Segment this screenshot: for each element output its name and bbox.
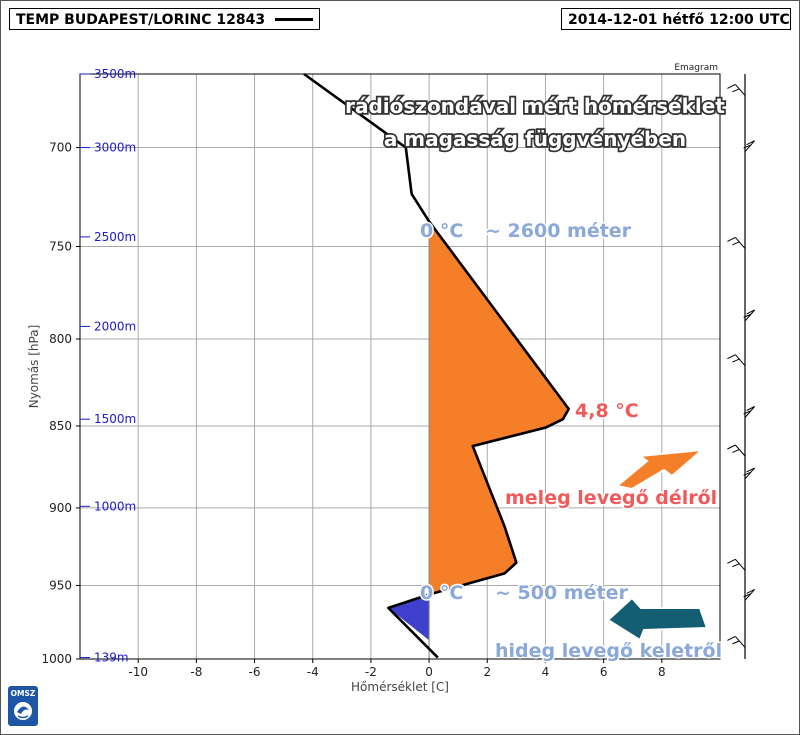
temperature-profile-line [303, 72, 571, 659]
height-label: 1000m [94, 499, 136, 513]
annotation-title-line1: rádiószondával mért hőmérséklet [345, 94, 725, 118]
legend-line-sample [275, 18, 313, 21]
wind-barb-flag [743, 471, 751, 476]
annotation-warm-air: meleg levegő délről [505, 487, 717, 509]
wind-barb-flag [743, 593, 751, 598]
datetime-label: 2014-12-01 hétfő 12:00 UTC [568, 12, 790, 28]
plot-background [80, 74, 720, 659]
wind-barb-shaft [744, 406, 755, 418]
station-title-box: TEMP BUDAPEST/LORINC 12843 [9, 8, 320, 30]
wind-barb-flag [727, 444, 736, 450]
wind-barb [743, 467, 755, 480]
x-tick-label: 8 [658, 665, 666, 679]
wind-barb-flag [746, 309, 755, 315]
x-tick-label: -6 [249, 665, 261, 679]
x-tick-label: -10 [128, 665, 148, 679]
annotation-title-line2: a magasság függvényében [384, 127, 686, 151]
x-tick-label: 6 [600, 665, 608, 679]
x-tick-label: -8 [190, 665, 202, 679]
chart-title: Emagram [674, 63, 718, 73]
annotation-cold-air: hideg levegő keletről [495, 640, 722, 662]
wind-barb [743, 140, 755, 152]
wind-barb-flag [732, 88, 740, 93]
y-tick-label: 750 [49, 239, 72, 253]
y-tick-label: 850 [49, 419, 72, 433]
wind-barb [727, 444, 746, 457]
y-tick-label: 950 [49, 578, 72, 592]
height-label: 3500m [94, 67, 136, 81]
annotation-zero-lower-height: ~ 500 méter [495, 582, 628, 604]
annotation-zero-upper-height: ~ 2600 méter [485, 220, 632, 242]
wind-barb-flag [743, 410, 751, 415]
y-tick-label: 800 [49, 332, 72, 346]
height-label: 2500m [94, 230, 136, 244]
wind-barb-flag [727, 354, 736, 360]
wind-barb-flag [727, 236, 736, 242]
y-tick-label: 900 [49, 501, 72, 515]
wind-barb-shaft [744, 140, 755, 152]
wind-barb-flag [732, 241, 740, 246]
wind-barb-shaft [735, 636, 746, 648]
wind-barb [727, 558, 746, 571]
wind-barb [727, 354, 746, 366]
wind-barb-flag [732, 358, 740, 363]
wind-barb-shaft [744, 467, 755, 480]
annotation-zero-lower: 0 °C [420, 582, 463, 604]
wind-barb-flag [746, 406, 755, 411]
datetime-box: 2014-12-01 hétfő 12:00 UTC [561, 8, 791, 30]
height-label: 3000m [94, 141, 136, 155]
x-tick-label: -2 [365, 665, 377, 679]
y-tick-label: 1000 [41, 652, 72, 666]
wind-barb-flag [743, 313, 751, 318]
height-label: 139m [94, 651, 129, 665]
wind-barb-flag [727, 636, 736, 641]
wind-barb-flag [727, 558, 736, 564]
wind-barb [743, 406, 755, 418]
warm-air-arrow-icon [614, 448, 706, 491]
y-tick-label: 700 [49, 141, 72, 155]
wind-barb-flag [732, 640, 740, 645]
wind-barb-flag [743, 144, 751, 149]
wind-barb-shaft [735, 237, 746, 249]
y-axis-label: Nyomás [hPa] [27, 325, 41, 409]
wind-barb-shaft [735, 84, 746, 96]
logo-text: OMSZ [11, 689, 36, 698]
wind-barb-flag [746, 589, 755, 594]
x-tick-label: 0 [425, 665, 433, 679]
wind-barb-shaft [735, 444, 746, 457]
warm-layer-fill [429, 221, 569, 595]
station-title: TEMP BUDAPEST/LORINC 12843 [16, 12, 266, 28]
x-axis-label: Hőmérséklet [C] [351, 680, 449, 694]
wind-barb-shaft [744, 589, 755, 601]
wind-barb-flag [732, 448, 740, 453]
plot-frame [79, 73, 721, 660]
wind-barb-flag [746, 140, 755, 146]
wind-barb [743, 309, 755, 322]
wind-barb-flag [746, 467, 755, 473]
annotation-zero-upper: 0 °C [420, 220, 463, 242]
wind-barb [727, 636, 746, 648]
wind-barb [727, 236, 746, 249]
x-tick-label: 2 [483, 665, 491, 679]
x-tick-label: -4 [307, 665, 319, 679]
wind-barb [727, 83, 746, 96]
x-tick-label: 4 [542, 665, 550, 679]
wind-barb-flag [732, 563, 740, 568]
wind-barb-flag [727, 83, 736, 89]
wind-barb-shaft [735, 354, 746, 366]
wind-barb-shaft [744, 309, 755, 322]
height-label: 1500m [94, 412, 136, 426]
wind-barb [743, 589, 755, 601]
annotation-max-temp: 4,8 °C [575, 400, 639, 422]
omsz-logo-icon: OMSZ [8, 686, 38, 726]
cold-air-arrow-icon [606, 596, 709, 642]
height-label: 2000m [94, 319, 136, 333]
wind-barb-shaft [735, 558, 746, 571]
